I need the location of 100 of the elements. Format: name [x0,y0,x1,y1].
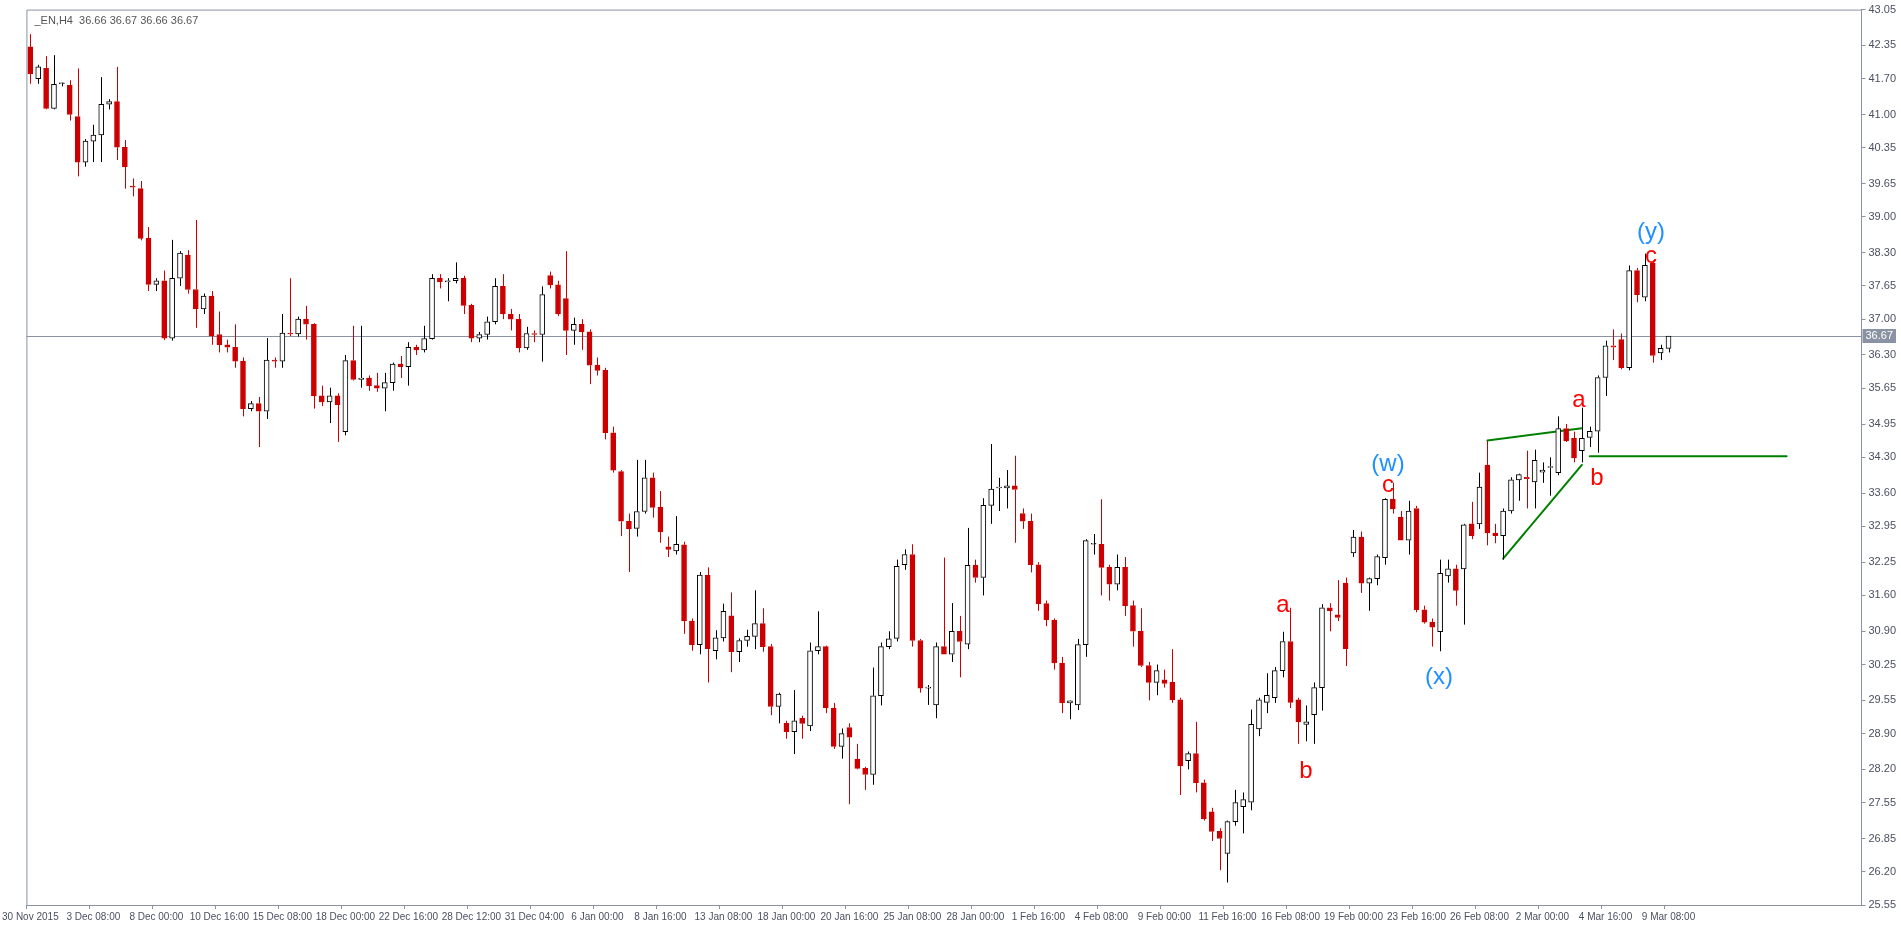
candlestick [1138,607,1144,668]
candlestick [1382,498,1388,566]
candlestick [51,54,57,109]
annotation: a [1572,384,1587,412]
y-tick-label: 34.95 [1868,417,1896,430]
candlestick [366,374,372,392]
candlestick [539,285,546,363]
x-tick-label: 1 Feb 16:00 [1011,910,1066,922]
candlestick [1264,672,1270,714]
candlestick [626,513,632,573]
y-tick-label: 29.55 [1868,693,1896,706]
candlestick [799,715,806,740]
x-tick-label: 8 Dec 00:00 [129,910,184,922]
chart-title: _EN,H4 36.66 36.67 36.66 36.67 [33,13,199,26]
x-tick-label: 28 Dec 12:00 [441,910,502,922]
candlestick [815,610,821,655]
candlestick [1492,523,1499,544]
candlestick [555,280,561,317]
candlestick [232,323,238,369]
candlestick [1075,638,1081,711]
candlestick [1610,328,1617,361]
candlestick [1334,579,1341,622]
candlestick [791,689,798,755]
candlestick [429,273,435,339]
candlestick [437,273,443,289]
candlestick [43,55,49,109]
x-tick-label: 3 Dec 08:00 [66,910,121,922]
candlestick [1555,415,1562,476]
candlestick [1311,681,1317,745]
y-tick-label: 43.05 [1868,2,1896,15]
candlestick [807,642,813,732]
candlestick [1248,709,1254,811]
candlestick [948,602,955,663]
candlestick [1256,697,1262,737]
candlestick [830,702,837,750]
candlestick [255,396,262,448]
candlestick [563,250,569,356]
candlestick [1193,721,1199,793]
y-tick-label: 36.30 [1868,348,1896,360]
candlestick [1019,507,1026,530]
candlestick [1090,533,1097,556]
candlestick [106,98,112,110]
candlestick [1642,253,1648,302]
candlestick [1130,600,1136,648]
candlestick [185,249,191,295]
candlestick [1185,751,1191,770]
x-tick-label: 31 Dec 04:00 [504,910,565,922]
candlestick [1122,556,1128,617]
x-tick-label: 19 Feb 00:00 [1324,910,1384,922]
candlestick [1618,332,1625,370]
candlestick [822,646,829,714]
x-tick-label: 10 Dec 16:00 [189,910,250,922]
candlestick [1201,779,1207,822]
candlestick [862,766,869,791]
candlestick [744,629,750,648]
candlestick [618,469,624,537]
candlestick [917,638,924,694]
candlestick [114,66,120,161]
candlestick [980,497,987,596]
x-tick-label: 6 Jan 00:00 [571,910,624,922]
candlestick [767,643,774,716]
x-tick-label: 9 Mar 08:00 [1641,910,1696,922]
x-tick-label: 20 Jan 16:00 [820,910,879,922]
candlestick [996,477,1002,512]
x-tick-label: 16 Feb 08:00 [1261,910,1321,922]
candlestick [1366,578,1373,612]
candlestick [704,566,711,683]
candlestick [696,571,703,655]
candlestick [1453,564,1459,607]
candlestick [1571,431,1577,463]
candlestick [1437,559,1443,652]
candlestick [492,277,498,325]
candlestick [925,686,932,706]
candlestick [941,557,947,655]
candlestick [570,317,577,346]
x-tick-label: 2 Mar 00:00 [1515,910,1570,922]
y-tick-label: 32.25 [1868,555,1896,568]
candlestick [1445,559,1451,584]
candlestick [287,277,294,335]
candlestick [381,372,388,412]
candlestick [665,536,672,558]
candlestick [1508,476,1514,515]
y-tick-label: 35.65 [1868,381,1896,394]
y-tick-label: 34.30 [1868,450,1896,463]
y-tick-label: 25.55 [1868,898,1896,911]
candlestick [610,426,616,474]
candlestick [303,305,309,341]
candlestick [374,372,380,393]
x-tick-label: 26 Feb 08:00 [1450,910,1510,922]
y-tick-label: 37.00 [1868,312,1896,325]
candlestick [421,325,427,353]
candlestick [1429,617,1436,648]
y-tick-label: 33.60 [1868,486,1896,499]
x-tick-label: 11 Feb 16:00 [1198,910,1257,922]
candlestick [295,316,301,338]
y-tick-label: 28.90 [1868,726,1896,739]
y-tick-label: 42.35 [1868,38,1896,51]
x-tick-label: 18 Jan 00:00 [757,910,816,922]
candlestick [240,357,246,417]
x-tick-label: 4 Mar 16:00 [1578,910,1633,922]
